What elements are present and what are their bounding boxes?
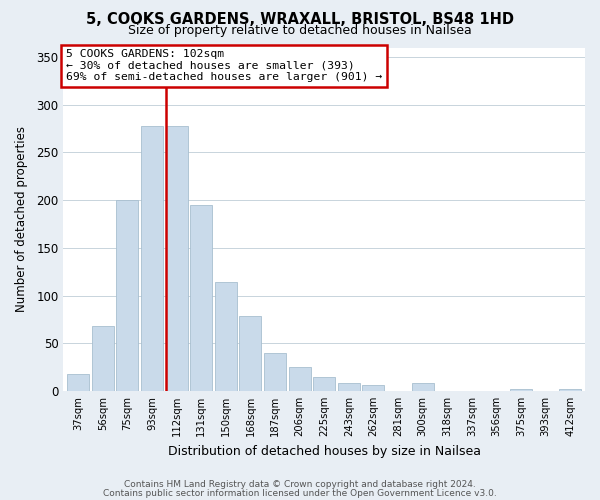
Bar: [239, 316, 262, 391]
Bar: [92, 326, 114, 391]
Bar: [141, 126, 163, 391]
Bar: [264, 353, 286, 391]
Bar: [338, 384, 360, 391]
Bar: [215, 282, 237, 391]
Bar: [190, 205, 212, 391]
Text: Contains public sector information licensed under the Open Government Licence v3: Contains public sector information licen…: [103, 488, 497, 498]
Bar: [67, 374, 89, 391]
Text: 5 COOKS GARDENS: 102sqm
← 30% of detached houses are smaller (393)
69% of semi-d: 5 COOKS GARDENS: 102sqm ← 30% of detache…: [66, 49, 382, 82]
Text: Size of property relative to detached houses in Nailsea: Size of property relative to detached ho…: [128, 24, 472, 37]
Bar: [559, 389, 581, 391]
Bar: [412, 384, 434, 391]
Bar: [362, 385, 385, 391]
Bar: [289, 367, 311, 391]
Bar: [510, 389, 532, 391]
X-axis label: Distribution of detached houses by size in Nailsea: Distribution of detached houses by size …: [168, 444, 481, 458]
Bar: [313, 376, 335, 391]
Bar: [166, 126, 188, 391]
Y-axis label: Number of detached properties: Number of detached properties: [15, 126, 28, 312]
Text: Contains HM Land Registry data © Crown copyright and database right 2024.: Contains HM Land Registry data © Crown c…: [124, 480, 476, 489]
Bar: [116, 200, 139, 391]
Text: 5, COOKS GARDENS, WRAXALL, BRISTOL, BS48 1HD: 5, COOKS GARDENS, WRAXALL, BRISTOL, BS48…: [86, 12, 514, 28]
